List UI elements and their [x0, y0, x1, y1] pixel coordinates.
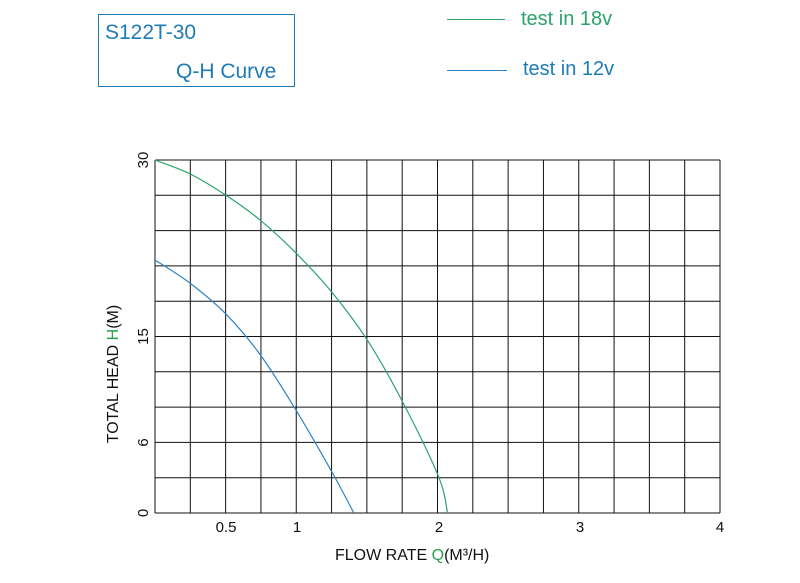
legend-line-18v — [447, 19, 505, 20]
y-axis-label: TOTAL HEAD H(M) — [105, 305, 123, 443]
x-axis-label: FLOW RATE Q(M³/H) — [335, 547, 489, 565]
y-axis-label-prefix: TOTAL HEAD — [105, 344, 122, 444]
y-tick-label: 30 — [135, 152, 152, 169]
legend-label-12v: test in 12v — [523, 58, 614, 81]
y-tick-label: 15 — [135, 328, 152, 345]
y-axis-label-unit: (M) — [105, 304, 122, 329]
series-line-12v — [154, 259, 355, 514]
y-tick-labels: 0 6 15 30 — [135, 152, 152, 518]
legend-18v-num: 18v — [579, 8, 613, 30]
y-tick-label: 0 — [135, 509, 152, 517]
y-axis-label-var: H — [105, 328, 122, 341]
legend-line-12v — [447, 70, 507, 71]
series-line-18v — [154, 159, 449, 514]
x-tick-label: 1 — [293, 519, 301, 536]
x-tick-label: 3 — [576, 519, 584, 536]
x-tick-labels: 0.5 1 2 3 4 — [216, 519, 725, 536]
x-axis-label-unit: (M³/H) — [444, 547, 490, 564]
x-tick-label: 2 — [435, 519, 443, 536]
chart-grid — [154, 159, 721, 514]
model-title: S122T-30 — [105, 21, 197, 44]
legend-12v-word: test in — [523, 58, 577, 80]
x-axis-label-var: Q — [431, 547, 445, 564]
legend-12v-num: 12v — [581, 58, 615, 80]
title-box: S122T-30 Q-H Curve — [98, 14, 295, 87]
x-tick-label: 0.5 — [216, 519, 237, 536]
x-tick-label: 4 — [716, 519, 724, 536]
curve-subtitle: Q-H Curve — [176, 60, 277, 83]
legend-18v-word: test in — [521, 8, 575, 30]
x-axis-label-prefix: FLOW RATE — [335, 547, 428, 564]
legend-label-18v: test in 18v — [521, 8, 612, 31]
chart-curves — [154, 159, 449, 514]
y-tick-label: 6 — [135, 438, 152, 446]
